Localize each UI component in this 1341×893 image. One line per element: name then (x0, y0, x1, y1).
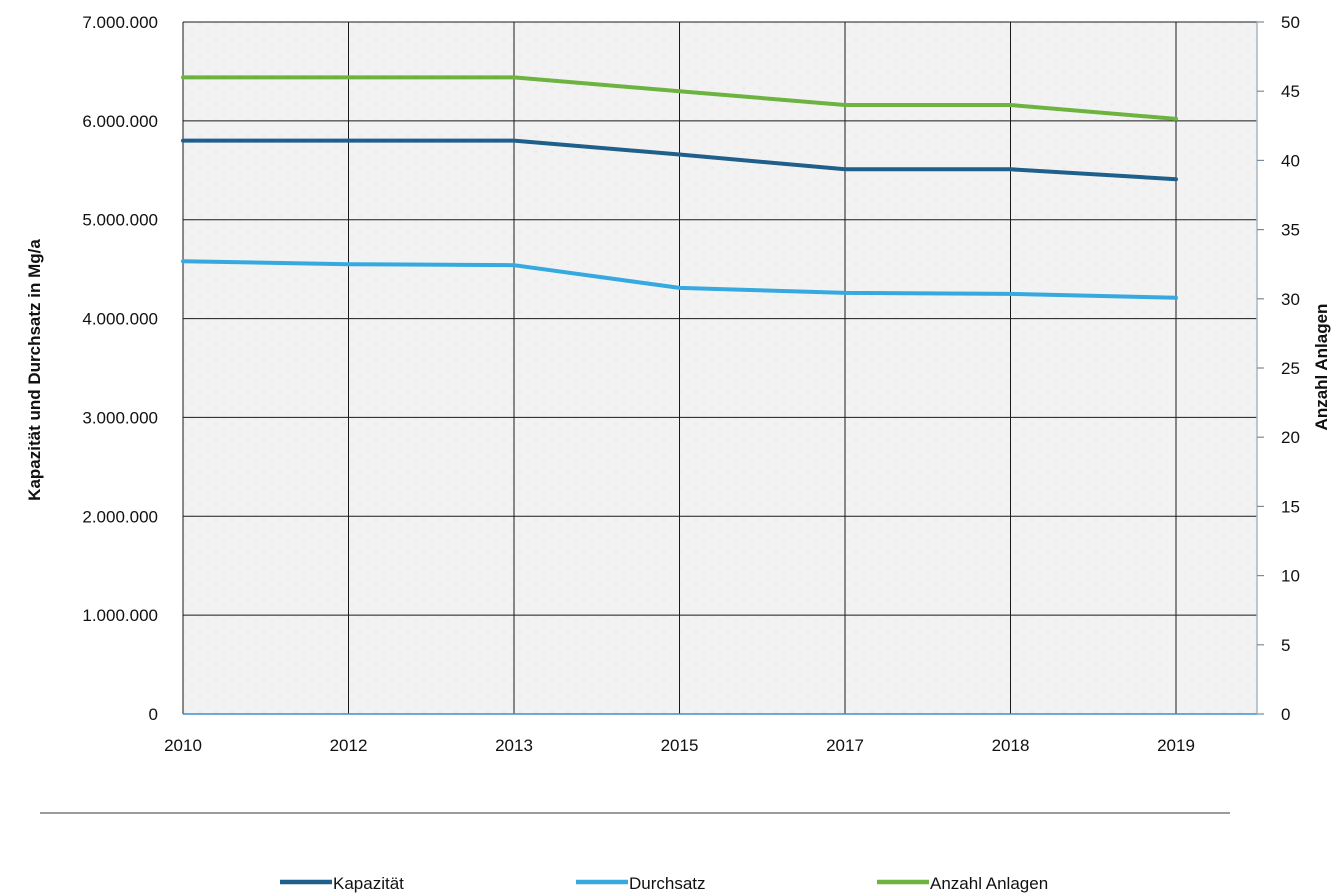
left-tick-label: 1.000.000 (82, 606, 158, 625)
right-tick-label: 15 (1281, 497, 1300, 516)
right-tick-label: 10 (1281, 567, 1300, 586)
left-tick-label: 0 (149, 705, 158, 724)
left-tick-label: 7.000.000 (82, 13, 158, 32)
x-tick-label: 2019 (1157, 736, 1195, 755)
x-tick-label: 2017 (826, 736, 864, 755)
legend: Kapazität Durchsatz Anzahl Anlagen (280, 874, 1048, 893)
right-tick-label: 35 (1281, 221, 1300, 240)
right-axis-tick-labels: 0 5 10 15 20 25 30 35 40 45 50 (1281, 13, 1300, 724)
x-tick-label: 2013 (495, 736, 533, 755)
left-tick-label: 2.000.000 (82, 507, 158, 526)
left-axis-tick-labels: 0 1.000.000 2.000.000 3.000.000 4.000.000 5.0… (82, 13, 158, 724)
legend-label-kapazitaet: Kapazität (333, 874, 404, 893)
series-line-anzahl-anlagen (181, 75, 1178, 121)
right-tick-label: 20 (1281, 428, 1300, 447)
left-axis-title: Kapazität und Durchsatz in Mg/a (25, 239, 44, 501)
left-tick-label: 4.000.000 (82, 310, 158, 329)
axes (183, 21, 1264, 715)
left-tick-label: 5.000.000 (82, 211, 158, 230)
gridlines (182, 21, 1257, 714)
x-axis-tick-labels: 2010 2012 2013 2015 2017 2018 2019 (164, 736, 1195, 755)
right-tick-label: 45 (1281, 82, 1300, 101)
right-tick-label: 50 (1281, 13, 1300, 32)
series-line-kapazitaet (181, 138, 1178, 182)
right-tick-label: 40 (1281, 151, 1300, 170)
legend-label-durchsatz: Durchsatz (629, 874, 706, 893)
x-tick-label: 2010 (164, 736, 202, 755)
x-tick-label: 2018 (992, 736, 1030, 755)
x-tick-label: 2012 (330, 736, 368, 755)
x-tick-label: 2015 (661, 736, 699, 755)
left-tick-label: 3.000.000 (82, 408, 158, 427)
right-tick-label: 25 (1281, 359, 1300, 378)
right-tick-label: 0 (1281, 705, 1290, 724)
series-line-durchsatz (181, 259, 1178, 300)
plot-background (183, 22, 1257, 714)
right-tick-label: 5 (1281, 636, 1290, 655)
legend-label-anzahl-anlagen: Anzahl Anlagen (930, 874, 1048, 893)
right-tick-label: 30 (1281, 290, 1300, 309)
right-axis-title: Anzahl Anlagen (1312, 304, 1331, 431)
left-tick-label: 6.000.000 (82, 112, 158, 131)
plot-area (183, 22, 1257, 714)
data-series (181, 75, 1178, 300)
